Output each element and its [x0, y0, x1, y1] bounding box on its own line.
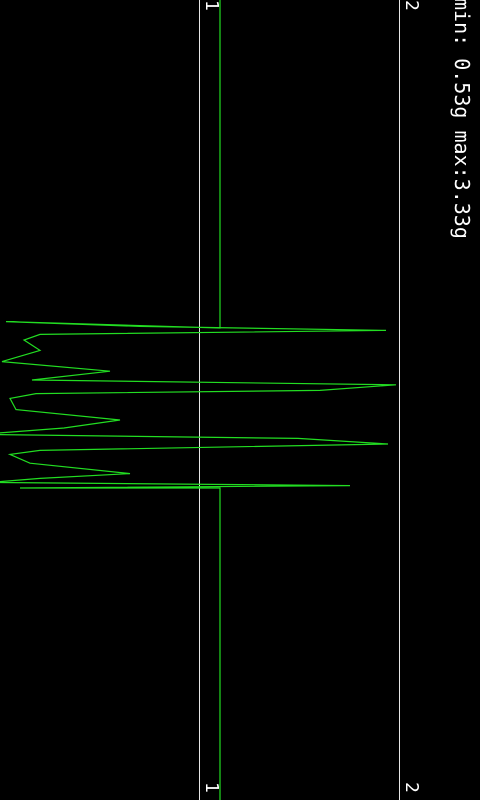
max-label: max: [450, 130, 474, 179]
acceleration-trace-line [0, 0, 397, 800]
max-value: 3.33g [450, 178, 474, 239]
min-label: min: [450, 0, 474, 47]
min-value: 0.53g [450, 58, 474, 119]
tick-label-1-bottom: 1 [201, 782, 222, 793]
tick-label-2-top: 2 [401, 0, 422, 11]
gridline-1g [199, 0, 200, 800]
tick-label-2-bottom: 2 [401, 782, 422, 793]
min-max-readout: min: 0.53g max:3.33g [450, 0, 474, 239]
gridline-2g [399, 0, 400, 800]
tick-label-1-top: 1 [201, 0, 222, 11]
